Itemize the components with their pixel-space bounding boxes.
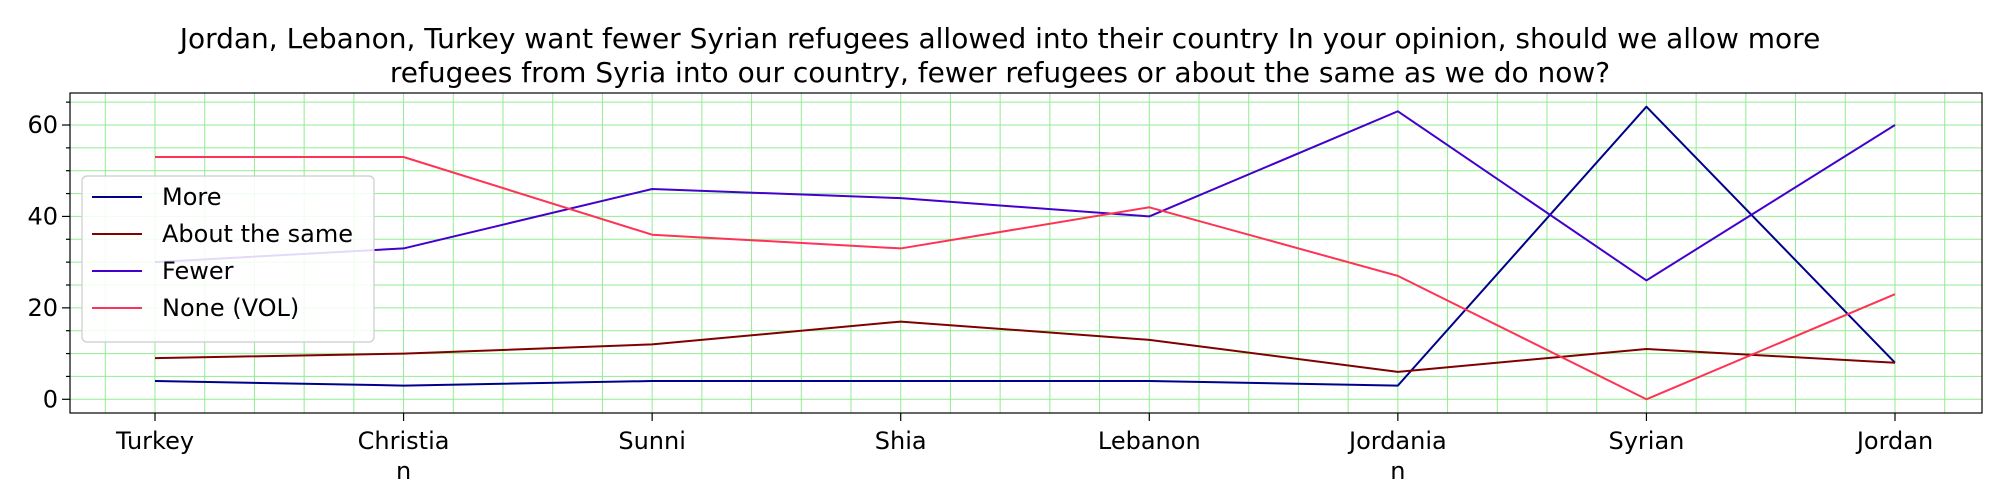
x-tick-label: Sunni	[618, 427, 686, 455]
legend-label: About the same	[162, 220, 353, 248]
x-tick-label: Jordan	[1855, 427, 1933, 455]
x-tick-label: n	[396, 457, 411, 485]
legend-box	[81, 175, 375, 343]
chart-title-line: Jordan, Lebanon, Turkey want fewer Syria…	[178, 22, 1821, 55]
series-line-more	[154, 105, 1896, 387]
series-line-fewer	[154, 110, 1896, 282]
x-tick-label: Turkey	[115, 427, 194, 455]
grid	[70, 93, 1982, 413]
x-tick-label: Jordania	[1347, 427, 1447, 455]
x-tick-label: Lebanon	[1098, 427, 1201, 455]
chart-title-line: refugees from Syria into our country, fe…	[390, 56, 1610, 89]
y-tick-label: 20	[27, 294, 58, 322]
plot-frame	[69, 92, 1983, 414]
x-tick-label: Christia	[358, 427, 450, 455]
x-tick-label: n	[1390, 457, 1405, 485]
series-line-about-the-same	[154, 320, 1896, 373]
legend-label: None (VOL)	[162, 294, 299, 322]
x-tick-label: Syrian	[1608, 427, 1684, 455]
x-tick-label: Shia	[875, 427, 927, 455]
chart-title: Jordan, Lebanon, Turkey want fewer Syria…	[178, 22, 1821, 89]
legend-label: Fewer	[162, 257, 234, 285]
series-lines	[154, 105, 1896, 401]
legend: More About the same Fewer None (VOL)	[81, 175, 375, 343]
y-tick-label: 60	[27, 111, 58, 139]
y-tick-label: 40	[27, 202, 58, 230]
y-tick-label: 0	[43, 385, 58, 413]
legend-label: More	[162, 183, 222, 211]
series-line-none-vol	[155, 156, 1896, 401]
